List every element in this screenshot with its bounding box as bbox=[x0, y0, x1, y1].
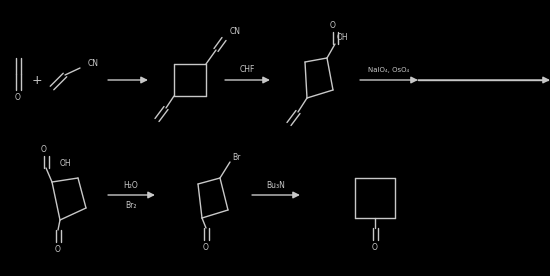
Text: O: O bbox=[372, 243, 378, 251]
Text: O: O bbox=[15, 92, 21, 102]
Text: O: O bbox=[55, 245, 61, 253]
Text: O: O bbox=[330, 22, 336, 31]
Text: +: + bbox=[32, 73, 42, 86]
Text: O: O bbox=[41, 145, 47, 155]
Text: NaIO₄, OsO₄: NaIO₄, OsO₄ bbox=[368, 67, 410, 73]
Text: CHF: CHF bbox=[239, 65, 255, 75]
Text: H₂O: H₂O bbox=[124, 181, 139, 190]
Text: OH: OH bbox=[60, 160, 72, 169]
Text: CN: CN bbox=[230, 28, 241, 36]
Text: CN: CN bbox=[88, 60, 99, 68]
Text: Br₂: Br₂ bbox=[125, 200, 137, 209]
Text: O: O bbox=[203, 243, 209, 251]
Text: Br: Br bbox=[232, 153, 240, 161]
Text: OH: OH bbox=[337, 33, 349, 43]
Text: Bu₃N: Bu₃N bbox=[267, 181, 285, 190]
